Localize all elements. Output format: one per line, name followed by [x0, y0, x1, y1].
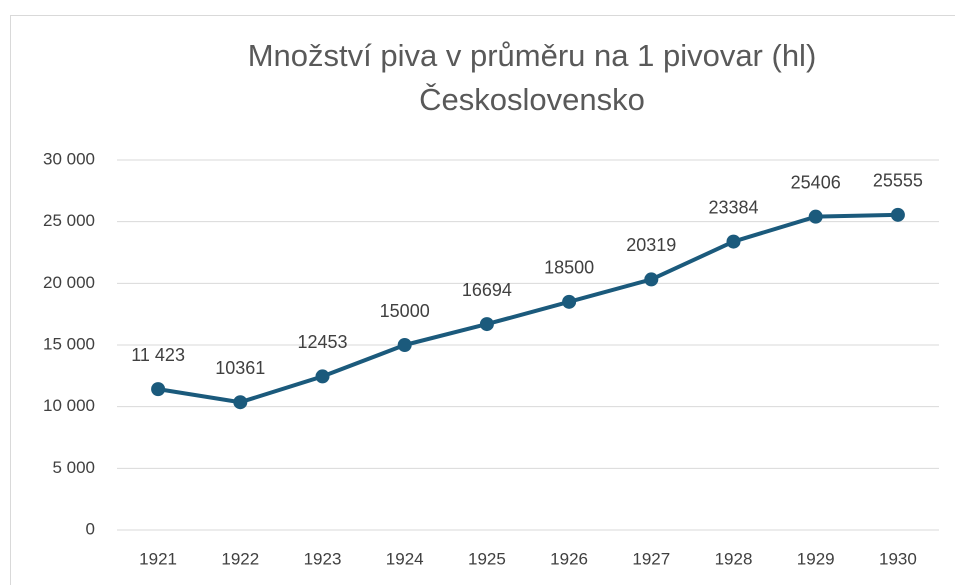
- x-tick-label: 1925: [468, 549, 506, 568]
- x-tick-label: 1923: [304, 549, 342, 568]
- y-tick-label: 25 000: [43, 211, 95, 230]
- x-tick-label: 1924: [386, 549, 424, 568]
- x-tick-label: 1928: [715, 549, 753, 568]
- y-tick-label: 5 000: [52, 458, 95, 477]
- y-tick-label: 10 000: [43, 396, 95, 415]
- x-tick-label: 1922: [221, 549, 259, 568]
- data-label: 15000: [380, 301, 430, 321]
- marker: [151, 382, 166, 397]
- chart-frame: [10, 15, 955, 585]
- marker: [397, 338, 412, 352]
- y-tick-label: 20 000: [43, 273, 95, 292]
- data-label: 23384: [708, 197, 758, 217]
- marker: [479, 317, 494, 332]
- x-tick-label: 1930: [879, 549, 917, 568]
- data-label: 10361: [215, 358, 265, 378]
- marker: [644, 272, 659, 287]
- marker: [808, 209, 823, 224]
- marker: [890, 207, 905, 222]
- marker: [726, 234, 741, 249]
- data-label: 16694: [462, 280, 512, 300]
- chart-title: Množství piva v průměru na 1 pivovar (hl…: [248, 38, 817, 73]
- y-tick-label: 15 000: [43, 334, 95, 353]
- marker: [315, 369, 330, 384]
- data-label: 25555: [873, 171, 923, 191]
- data-label: 11 423: [131, 345, 185, 365]
- x-tick-label: 1927: [632, 549, 670, 568]
- data-label: 25406: [791, 172, 841, 192]
- x-tick-label: 1921: [139, 549, 177, 568]
- line: [157, 212, 898, 405]
- y-tick-label: 0: [86, 519, 95, 538]
- y-tick-label: 30 000: [43, 149, 95, 168]
- x-tick-label: 1926: [550, 549, 588, 568]
- data-label: 12453: [297, 332, 347, 352]
- data-label: 20319: [626, 235, 676, 255]
- chart-title: Československo: [419, 82, 645, 117]
- marker: [562, 294, 577, 309]
- data-label: 18500: [544, 258, 594, 278]
- x-tick-label: 1929: [797, 549, 835, 568]
- marker: [233, 395, 248, 410]
